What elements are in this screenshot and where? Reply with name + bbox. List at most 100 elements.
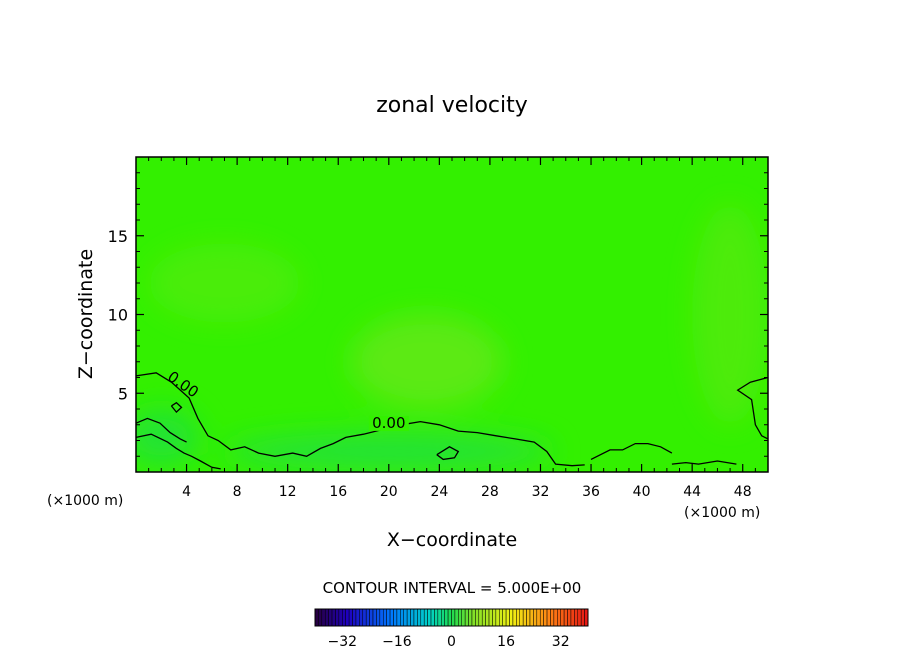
- colorbar-cell: [427, 608, 432, 627]
- colorbar-cell: [396, 608, 401, 627]
- colorbar-frame: [314, 608, 589, 627]
- contour-zero-line: [135, 433, 221, 470]
- colorbar-cell: [485, 608, 490, 627]
- colorbar-cell: [417, 608, 422, 627]
- colorbar-cell: [533, 608, 538, 627]
- contour-label: 0.00: [372, 414, 405, 432]
- colorbar-tick-labels: −32 −16 0 16 32: [328, 634, 570, 650]
- chart-title: zonal velocity: [376, 93, 528, 118]
- x-tick-label: 44: [683, 484, 701, 500]
- colorbar-cell: [570, 608, 575, 627]
- contour-interval-label: CONTOUR INTERVAL = 5.000E+00: [323, 579, 582, 597]
- colorbar-cell: [376, 608, 381, 627]
- colorbar-cell: [406, 608, 411, 627]
- colorbar-cell: [505, 608, 510, 627]
- field-patch-left: [136, 409, 200, 466]
- velocity-field: [136, 157, 768, 472]
- colorbar-cell: [352, 608, 357, 627]
- colorbar-cell: [335, 608, 340, 627]
- colorbar-cell: [584, 608, 589, 627]
- colorbar-cell: [509, 608, 514, 627]
- x-unit-left: (×1000 m): [47, 493, 123, 509]
- colorbar-cell: [478, 608, 483, 627]
- x-tick-label: 12: [279, 484, 297, 500]
- colorbar-cell: [529, 608, 534, 627]
- colorbar-cell: [331, 608, 336, 627]
- colorbar-cell: [563, 608, 568, 627]
- field-patch-surface: [224, 432, 554, 471]
- colorbar-cell: [423, 608, 428, 627]
- colorbar-cell: [557, 608, 561, 627]
- x-tick-label: 16: [329, 484, 347, 500]
- colorbar-cell: [464, 608, 469, 627]
- colorbar-cell: [447, 608, 452, 627]
- colorbar-cell: [444, 608, 449, 627]
- colorbar-cell: [362, 608, 367, 627]
- contour-zero-line: [135, 372, 585, 467]
- colorbar-cell: [359, 608, 364, 627]
- colorbar-cell: [379, 608, 384, 627]
- colorbar-tick-label: 0: [447, 634, 456, 650]
- colorbar-cell: [574, 608, 579, 627]
- colorbar-cell: [345, 608, 350, 627]
- x-tick-label: 40: [633, 484, 651, 500]
- contour-zero-line: [436, 446, 460, 461]
- colorbar-cell: [393, 608, 398, 627]
- contour-zero-line: [590, 442, 673, 460]
- colorbar-cell: [543, 608, 548, 627]
- field-patch-right: [692, 204, 768, 425]
- colorbar-cell: [437, 608, 442, 627]
- colorbar-cell: [420, 608, 425, 627]
- colorbar-cell: [580, 608, 585, 627]
- colorbar-cell: [488, 608, 493, 627]
- colorbar-cell: [389, 608, 394, 627]
- x-tick-label: 32: [532, 484, 550, 500]
- colorbar-cell: [434, 608, 439, 627]
- colorbar-cell: [550, 608, 555, 627]
- colorbar-cell: [522, 608, 527, 627]
- x-tick-label: 24: [430, 484, 448, 500]
- colorbar-cell: [577, 608, 582, 627]
- colorbar-cell: [369, 608, 374, 627]
- colorbar-cell: [403, 608, 408, 627]
- colorbar-cell: [468, 608, 473, 627]
- colorbar-cell: [519, 608, 524, 627]
- colorbar-cell: [553, 608, 558, 627]
- colorbar-cell: [413, 608, 418, 627]
- contour-zero-line: [671, 460, 737, 465]
- x-tick-label: 48: [734, 484, 752, 500]
- colorbar-cell: [461, 608, 466, 627]
- x-tick-label: 20: [380, 484, 398, 500]
- contour-zero-line: [736, 376, 769, 440]
- x-unit-right: (×1000 m): [684, 505, 760, 521]
- colorbar-cell: [355, 608, 360, 627]
- colorbar-cell: [502, 608, 507, 627]
- x-tick-label: 8: [233, 484, 242, 500]
- contour-zero-line: [170, 401, 183, 414]
- colorbar-cell: [328, 608, 333, 627]
- colorbar-cell: [536, 608, 541, 627]
- colorbar-cell: [475, 608, 480, 627]
- x-tick-label: 28: [481, 484, 499, 500]
- colorbar-cell: [318, 608, 323, 627]
- colorbar-cell: [481, 608, 486, 627]
- colorbar-cell: [400, 608, 404, 627]
- colorbar-cell: [383, 608, 387, 627]
- colorbar-cell: [342, 608, 346, 627]
- field-patch-upper-left: [148, 243, 301, 323]
- colorbar-cell: [516, 608, 521, 627]
- contour-zero-line: [135, 417, 187, 443]
- colorbar-cell: [539, 608, 544, 627]
- axis-ticks: [136, 157, 768, 472]
- y-tick-label: 15: [108, 227, 128, 246]
- colorbar-cell: [348, 608, 353, 627]
- y-axis-label: Z−coordinate: [75, 249, 97, 379]
- colorbar-cell: [458, 608, 462, 627]
- colorbar-cell: [454, 608, 459, 627]
- colorbar-tick-label: 16: [497, 634, 515, 650]
- y-tick-label: 5: [118, 384, 128, 403]
- colorbar-cell: [471, 608, 476, 627]
- colorbar-cell: [546, 608, 551, 627]
- y-tick-labels: 5 10 15: [108, 227, 128, 404]
